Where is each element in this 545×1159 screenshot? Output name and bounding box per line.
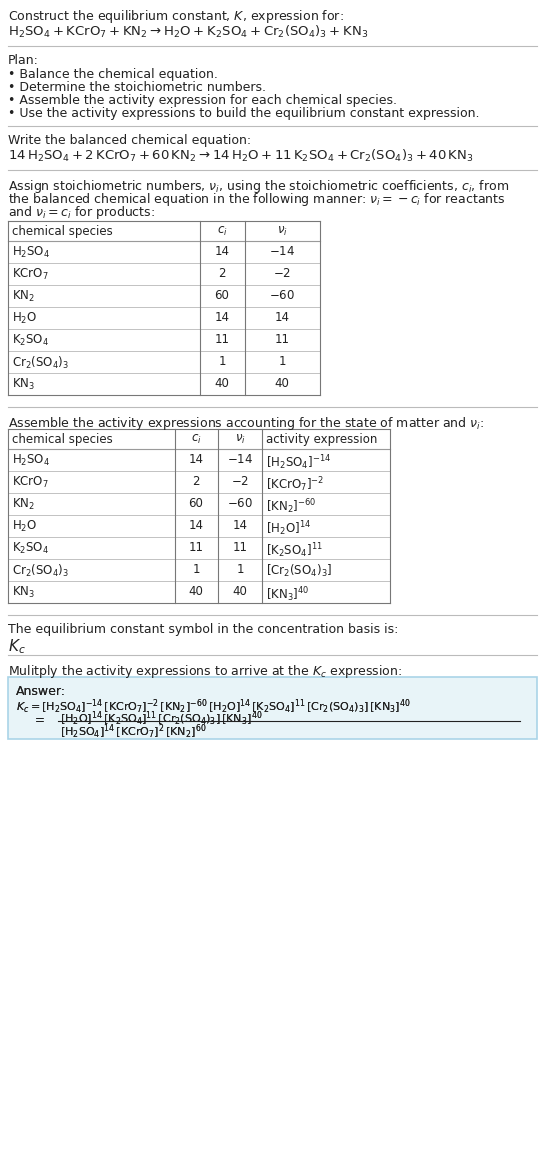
Text: 11: 11 <box>233 541 247 554</box>
Text: 2: 2 <box>218 267 226 280</box>
Text: $[\mathrm{KN_3}]^{40}$: $[\mathrm{KN_3}]^{40}$ <box>266 585 310 604</box>
Text: $-14$: $-14$ <box>227 453 253 466</box>
Text: $[\mathrm{H_2SO_4}]^{-14}$: $[\mathrm{H_2SO_4}]^{-14}$ <box>266 453 331 472</box>
Text: $\mathrm{KN_3}$: $\mathrm{KN_3}$ <box>12 585 35 600</box>
Text: 14: 14 <box>275 311 289 325</box>
Text: • Balance the chemical equation.: • Balance the chemical equation. <box>8 68 218 81</box>
Text: 11: 11 <box>189 541 203 554</box>
Text: 14: 14 <box>215 245 229 258</box>
FancyBboxPatch shape <box>8 677 537 739</box>
Text: The equilibrium constant symbol in the concentration basis is:: The equilibrium constant symbol in the c… <box>8 624 398 636</box>
Text: • Determine the stoichiometric numbers.: • Determine the stoichiometric numbers. <box>8 81 266 94</box>
Text: chemical species: chemical species <box>12 225 113 238</box>
Text: 40: 40 <box>189 585 203 598</box>
Text: • Use the activity expressions to build the equilibrium constant expression.: • Use the activity expressions to build … <box>8 107 480 121</box>
Text: 14: 14 <box>189 453 203 466</box>
Text: 14: 14 <box>215 311 229 325</box>
Text: Answer:: Answer: <box>16 685 66 698</box>
Text: $[\mathrm{K_2SO_4}]^{11}$: $[\mathrm{K_2SO_4}]^{11}$ <box>266 541 323 560</box>
Text: 11: 11 <box>215 333 229 347</box>
Text: Construct the equilibrium constant, $K$, expression for:: Construct the equilibrium constant, $K$,… <box>8 8 344 25</box>
Text: $[\mathrm{H_2O}]^{14}\,[\mathrm{K_2SO_4}]^{11}\,[\mathrm{Cr_2(SO_4)_3}]\,[\mathr: $[\mathrm{H_2O}]^{14}\,[\mathrm{K_2SO_4}… <box>60 710 262 728</box>
Text: $\mathrm{KN_2}$: $\mathrm{KN_2}$ <box>12 289 35 304</box>
Text: $-14$: $-14$ <box>269 245 295 258</box>
Text: $[\mathrm{H_2O}]^{14}\,[\mathrm{K_2SO_4}]^{11}\,[\mathrm{Cr_2(SO_4)_3}]\,[\mathr: $[\mathrm{H_2O}]^{14}\,[\mathrm{K_2SO_4}… <box>60 710 262 728</box>
Text: 1: 1 <box>278 355 286 369</box>
Text: Assemble the activity expressions accounting for the state of matter and $\nu_i$: Assemble the activity expressions accoun… <box>8 415 485 432</box>
Text: 40: 40 <box>215 377 229 389</box>
Text: 1: 1 <box>236 563 244 576</box>
Text: $\mathrm{H_2SO_4 + KCrO_7 + KN_2 \rightarrow H_2O + K_2SO_4 + Cr_2(SO_4)_3 + KN_: $\mathrm{H_2SO_4 + KCrO_7 + KN_2 \righta… <box>8 24 368 41</box>
Text: Plan:: Plan: <box>8 54 39 67</box>
Text: and $\nu_i = c_i$ for products:: and $\nu_i = c_i$ for products: <box>8 204 155 221</box>
Text: $c_i$: $c_i$ <box>191 433 201 446</box>
Text: $\mathrm{H_2O}$: $\mathrm{H_2O}$ <box>12 519 37 534</box>
Text: $[\mathrm{H_2O}]^{14}$: $[\mathrm{H_2O}]^{14}$ <box>266 519 311 538</box>
Text: $c_i$: $c_i$ <box>217 225 227 238</box>
Text: $\mathrm{KCrO_7}$: $\mathrm{KCrO_7}$ <box>12 267 49 282</box>
Text: Mulitply the activity expressions to arrive at the $K_c$ expression:: Mulitply the activity expressions to arr… <box>8 663 402 680</box>
Text: $\mathrm{Cr_2(SO_4)_3}$: $\mathrm{Cr_2(SO_4)_3}$ <box>12 355 69 371</box>
Text: $14\,\mathrm{H_2SO_4 + 2\,KCrO_7 + 60\,KN_2 \rightarrow 14\,H_2O + 11\,K_2SO_4 +: $14\,\mathrm{H_2SO_4 + 2\,KCrO_7 + 60\,K… <box>8 148 474 165</box>
Text: • Assemble the activity expression for each chemical species.: • Assemble the activity expression for e… <box>8 94 397 107</box>
Text: $\mathrm{H_2SO_4}$: $\mathrm{H_2SO_4}$ <box>12 453 50 468</box>
Text: $K_c = [\mathrm{H_2SO_4}]^{-14}\,[\mathrm{KCrO_7}]^{-2}\,[\mathrm{KN_2}]^{-60}\,: $K_c = [\mathrm{H_2SO_4}]^{-14}\,[\mathr… <box>16 698 410 716</box>
Text: $=$: $=$ <box>32 712 45 726</box>
Text: $\nu_i$: $\nu_i$ <box>234 433 245 446</box>
Text: $K_c$: $K_c$ <box>8 637 26 656</box>
Text: $[\mathrm{KN_2}]^{-60}$: $[\mathrm{KN_2}]^{-60}$ <box>266 497 316 516</box>
Text: 60: 60 <box>189 497 203 510</box>
Text: 40: 40 <box>275 377 289 389</box>
Text: $\mathrm{KCrO_7}$: $\mathrm{KCrO_7}$ <box>12 475 49 490</box>
Text: 14: 14 <box>189 519 203 532</box>
Text: $\mathrm{H_2O}$: $\mathrm{H_2O}$ <box>12 311 37 326</box>
Text: 11: 11 <box>275 333 289 347</box>
Text: Write the balanced chemical equation:: Write the balanced chemical equation: <box>8 134 251 147</box>
Text: 1: 1 <box>218 355 226 369</box>
Text: $[\mathrm{H_2SO_4}]^{14}\,[\mathrm{KCrO_7}]^{2}\,[\mathrm{KN_2}]^{60}$: $[\mathrm{H_2SO_4}]^{14}\,[\mathrm{KCrO_… <box>60 723 207 742</box>
Text: $\nu_i$: $\nu_i$ <box>277 225 287 238</box>
Text: the balanced chemical equation in the following manner: $\nu_i = -c_i$ for react: the balanced chemical equation in the fo… <box>8 191 506 207</box>
Text: 1: 1 <box>192 563 200 576</box>
Text: $[\mathrm{H_2SO_4}]^{14}\,[\mathrm{KCrO_7}]^{2}\,[\mathrm{KN_2}]^{60}$: $[\mathrm{H_2SO_4}]^{14}\,[\mathrm{KCrO_… <box>60 723 207 742</box>
Text: $[\mathrm{KCrO_7}]^{-2}$: $[\mathrm{KCrO_7}]^{-2}$ <box>266 475 324 494</box>
Text: activity expression: activity expression <box>266 433 377 446</box>
Text: Assign stoichiometric numbers, $\nu_i$, using the stoichiometric coefficients, $: Assign stoichiometric numbers, $\nu_i$, … <box>8 178 509 195</box>
Text: $-2$: $-2$ <box>231 475 249 488</box>
Text: 40: 40 <box>233 585 247 598</box>
Text: $\mathrm{Cr_2(SO_4)_3}$: $\mathrm{Cr_2(SO_4)_3}$ <box>12 563 69 580</box>
Text: 2: 2 <box>192 475 200 488</box>
Text: $\mathrm{K_2SO_4}$: $\mathrm{K_2SO_4}$ <box>12 541 49 556</box>
Text: chemical species: chemical species <box>12 433 113 446</box>
Text: $K_c = [\mathrm{H_2SO_4}]^{-14}\,[\mathrm{KCrO_7}]^{-2}\,[\mathrm{KN_2}]^{-60}\,: $K_c = [\mathrm{H_2SO_4}]^{-14}\,[\mathr… <box>16 698 410 716</box>
Text: 60: 60 <box>215 289 229 302</box>
Text: $\mathrm{H_2SO_4}$: $\mathrm{H_2SO_4}$ <box>12 245 50 260</box>
Text: $[\mathrm{Cr_2(SO_4)_3}]$: $[\mathrm{Cr_2(SO_4)_3}]$ <box>266 563 332 580</box>
Text: $-60$: $-60$ <box>227 497 253 510</box>
Text: $\mathrm{K_2SO_4}$: $\mathrm{K_2SO_4}$ <box>12 333 49 348</box>
Text: $=$: $=$ <box>32 712 45 726</box>
Text: Answer:: Answer: <box>16 685 66 698</box>
Text: $\mathrm{KN_2}$: $\mathrm{KN_2}$ <box>12 497 35 512</box>
Text: $-60$: $-60$ <box>269 289 295 302</box>
Text: 14: 14 <box>233 519 247 532</box>
Text: $-2$: $-2$ <box>273 267 291 280</box>
Text: $\mathrm{KN_3}$: $\mathrm{KN_3}$ <box>12 377 35 392</box>
